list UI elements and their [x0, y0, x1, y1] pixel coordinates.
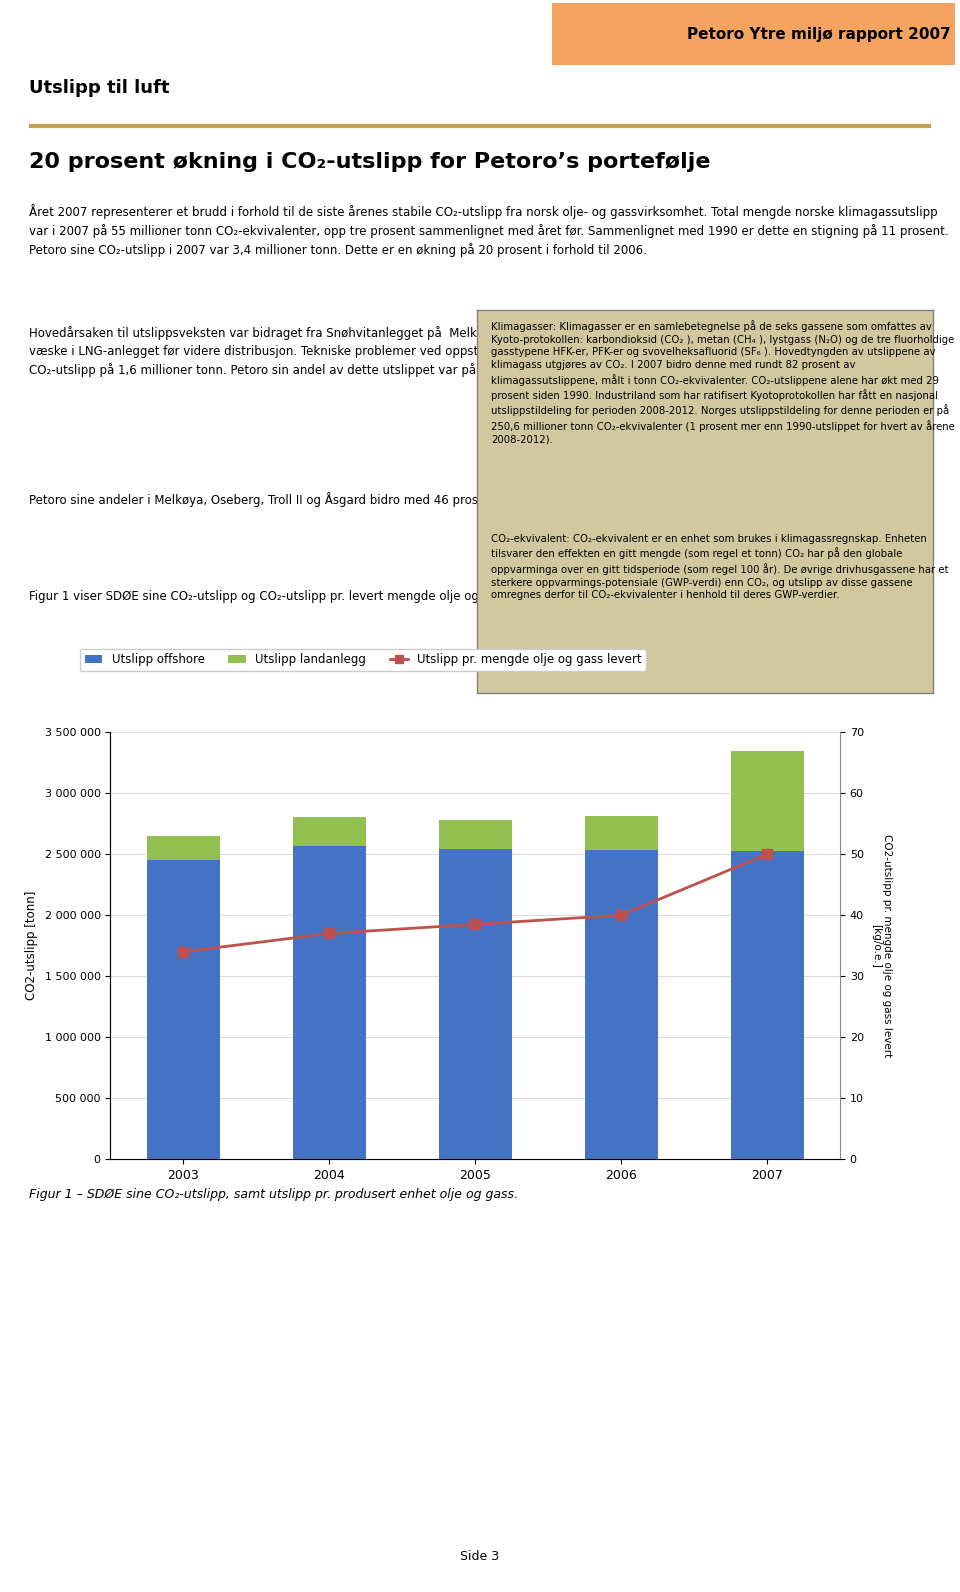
Text: Hovedårsaken til utslippsveksten var bidraget fra Snøhvitanlegget på  Melkøya ut: Hovedårsaken til utslippsveksten var bid…	[29, 326, 922, 377]
Text: 20 prosent økning i CO₂-utslipp for Petoro’s portefølje: 20 prosent økning i CO₂-utslipp for Peto…	[29, 153, 710, 172]
Text: Side 3: Side 3	[461, 1549, 499, 1563]
Bar	[147, 860, 220, 1159]
Bar	[731, 750, 804, 850]
FancyBboxPatch shape	[552, 3, 955, 65]
Text: Utslipp til luft: Utslipp til luft	[29, 80, 169, 97]
Legend: Utslipp offshore, Utslipp landanlegg, Utslipp pr. mengde olje og gass levert: Utslipp offshore, Utslipp landanlegg, Ut…	[80, 648, 646, 672]
Text: Petoro sine andeler i Melkøya, Oseberg, Troll II og Åsgard bidro med 46 prosent : Petoro sine andeler i Melkøya, Oseberg, …	[29, 492, 824, 506]
Bar	[147, 836, 220, 860]
Text: Figur 1 – SDØE sine CO₂-utslipp, samt utslipp pr. produsert enhet olje og gass.: Figur 1 – SDØE sine CO₂-utslipp, samt ut…	[29, 1188, 517, 1202]
Bar	[585, 850, 658, 1159]
Bar	[439, 820, 512, 849]
Text: Figur 1 viser SDØE sine CO₂-utslipp og CO₂-utslipp pr. levert mengde olje og gas: Figur 1 viser SDØE sine CO₂-utslipp og C…	[29, 589, 684, 603]
Text: Klimagasser: Klimagasser er en samlebetegnelse på de seks gassene som omfattes a: Klimagasser: Klimagasser er en samlebete…	[491, 320, 954, 444]
Text: Året 2007 representerer et brudd i forhold til de siste årenes stabile CO₂-utsli: Året 2007 representerer et brudd i forho…	[29, 204, 948, 256]
Bar	[731, 850, 804, 1159]
Bar	[293, 817, 366, 845]
Text: CO₂-ekvivalent: CO₂-ekvivalent er en enhet som brukes i klimagassregnskap. Enhet: CO₂-ekvivalent: CO₂-ekvivalent er en enh…	[491, 533, 948, 600]
Y-axis label: CO2-utslipp [tonn]: CO2-utslipp [tonn]	[25, 892, 37, 1000]
Bar	[585, 817, 658, 850]
Bar	[293, 845, 366, 1159]
Text: Petoro Ytre miljø rapport 2007: Petoro Ytre miljø rapport 2007	[686, 27, 950, 41]
Bar	[439, 849, 512, 1159]
Y-axis label: CO2-utslipp pr. mengde olje og gass levert
[kg/o.e.]: CO2-utslipp pr. mengde olje og gass leve…	[871, 834, 893, 1057]
